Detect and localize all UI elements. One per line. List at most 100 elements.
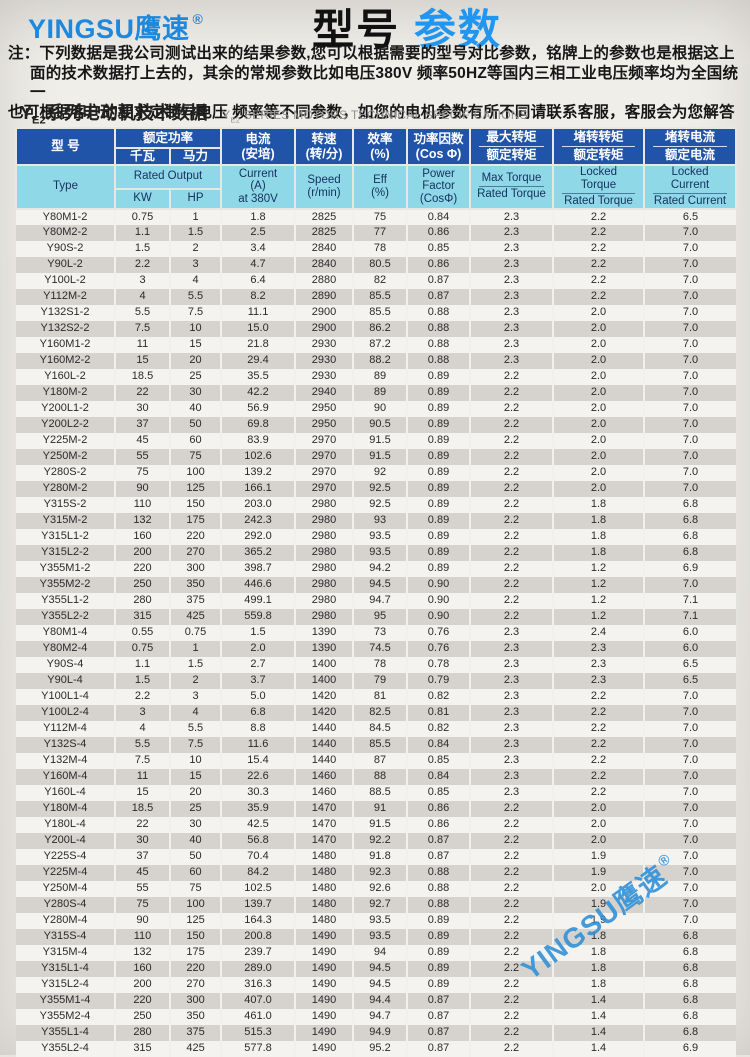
value-cell: 0.89	[407, 944, 472, 961]
value-cell: 94.5	[353, 960, 409, 977]
header-type-en: Type	[15, 164, 116, 210]
value-cell: 7.0	[682, 354, 699, 367]
value-cell: 2.2	[470, 576, 555, 593]
value-cell: 2.0	[553, 400, 646, 417]
value-cell: 2.3	[470, 256, 555, 273]
value-cell: 88	[353, 768, 409, 785]
value-cell: 15	[170, 336, 223, 353]
table-row: Y355M1-4 220 300 407.0 1490 94.4 0.87 2.2 1.4 6.8	[16, 992, 737, 1009]
value-cell: 7.0	[682, 898, 699, 911]
value-cell: 11.6	[221, 736, 297, 753]
value-cell: 56.9	[221, 400, 297, 417]
value-cell: 7.0	[682, 450, 699, 463]
value-cell: 7.0	[682, 738, 699, 751]
value-cell: 89	[353, 384, 409, 401]
value-cell: 2.3	[553, 672, 646, 689]
value-cell: 0.88	[407, 880, 472, 897]
value-cell: 20	[170, 352, 223, 369]
value-cell: 30.3	[221, 784, 297, 801]
value-cell: 6.0	[682, 626, 699, 639]
value-cell: 125	[170, 480, 223, 497]
value-cell: 1.8	[553, 528, 646, 545]
value-cell: 0.89	[407, 400, 472, 417]
value-cell: 2.2	[470, 928, 555, 945]
value-cell: 6.8	[682, 546, 699, 559]
value-cell: 70.4	[221, 848, 297, 865]
value-cell: 0.89	[407, 368, 472, 385]
value-cell: 1490	[295, 960, 355, 977]
model-cell: Y315L2-4	[16, 976, 116, 993]
value-cell: 1.5	[170, 656, 223, 673]
value-cell: 270	[170, 976, 223, 993]
value-cell: 2.2	[115, 688, 171, 705]
section-title: YE2系列电动机技术数据 YE2 SERIES MOTORS TECHNICAL…	[20, 99, 528, 127]
header-max-torque-en: Max Torque Rated Torque	[469, 164, 555, 210]
value-cell: 90.5	[353, 416, 409, 433]
header-current-zh: 电流 (安培)	[220, 127, 297, 166]
value-cell: 2.2	[553, 768, 646, 785]
value-cell: 0.88	[407, 336, 472, 353]
value-cell: 7.0	[682, 818, 699, 831]
value-cell: 0.89	[407, 912, 472, 929]
header-power-factor-zh: 功率因数 (Cos Φ)	[406, 127, 472, 166]
value-cell: 0.82	[407, 720, 472, 737]
value-cell: 2.0	[553, 832, 646, 849]
table-row: Y315L2-2 200 270 365.2 2980 93.5 0.89 2.2 1.8 6.8	[16, 544, 737, 561]
value-cell: 203.0	[221, 496, 297, 513]
model-cell: Y315M-4	[16, 944, 116, 961]
value-cell: 1.9	[553, 848, 646, 865]
value-cell: 92	[353, 464, 409, 481]
model-cell: Y225S-4	[16, 848, 116, 865]
value-cell: 1400	[295, 656, 355, 673]
value-cell: 220	[115, 560, 171, 577]
value-cell: 7.0	[682, 370, 699, 383]
value-cell: 2.4	[553, 624, 646, 641]
note-line-3: 也可根据客户的要求定制异电压 频率等不同参数，如您的电机参数有所不同请联系客服，…	[8, 103, 735, 121]
value-cell: 0.86	[407, 256, 472, 273]
table-row: Y180M-4 18.5 25 35.9 1470 91 0.86 2.2 2.0 7.0	[16, 800, 737, 817]
value-cell: 7.0	[682, 834, 699, 847]
value-cell: 0.75	[115, 640, 171, 657]
value-cell: 2.0	[553, 304, 646, 321]
value-cell: 7.0	[682, 914, 699, 927]
value-cell: 0.87	[407, 992, 472, 1009]
value-cell: 88.5	[353, 784, 409, 801]
model-cell: Y315L1-4	[16, 960, 116, 977]
value-cell: 7.0	[682, 226, 699, 239]
value-cell: 7.0	[682, 290, 699, 303]
value-cell: 93.5	[353, 544, 409, 561]
value-cell: 2.2	[553, 736, 646, 753]
value-cell: 86.2	[353, 320, 409, 337]
value-cell: 0.87	[407, 848, 472, 865]
value-cell: 7.0	[682, 274, 699, 287]
value-cell: 1.5	[170, 224, 223, 241]
value-cell: 2	[170, 240, 223, 257]
value-cell: 7.0	[682, 482, 699, 495]
model-cell: Y315L1-2	[16, 528, 116, 545]
value-cell: 0.89	[407, 512, 472, 529]
value-cell: 2825	[295, 224, 355, 241]
value-cell: 1.9	[553, 864, 646, 881]
model-cell: Y180M-2	[16, 384, 116, 401]
value-cell: 15.4	[221, 752, 297, 769]
value-cell: 2.2	[470, 896, 555, 913]
value-cell: 6.8	[682, 946, 699, 959]
value-cell: 2.2	[470, 368, 555, 385]
value-cell: 2.2	[470, 608, 555, 625]
value-cell: 2.2	[470, 464, 555, 481]
table-row: Y132S-4 5.5 7.5 11.6 1440 85.5 0.84 2.3 2.2 7.0	[16, 736, 737, 753]
table-row: Y355M2-2 250 350 446.6 2980 94.5 0.90 2.2 1.2 7.0	[16, 576, 737, 593]
value-cell: 7.0	[682, 754, 699, 767]
model-cell: Y112M-2	[16, 288, 116, 305]
value-cell: 220	[170, 528, 223, 545]
value-cell: 0.87	[407, 1008, 472, 1025]
value-cell: 2.2	[470, 960, 555, 977]
value-cell: 2.2	[553, 784, 646, 801]
value-cell: 2.3	[470, 768, 555, 785]
value-cell: 2.3	[470, 208, 555, 225]
value-cell: 2900	[295, 320, 355, 337]
value-cell: 30	[115, 400, 171, 417]
value-cell: 0.89	[407, 416, 472, 433]
table-row: Y250M-2 55 75 102.6 2970 91.5 0.89 2.2 2.0 7.0	[16, 448, 737, 465]
model-cell: Y160M1-2	[16, 336, 116, 353]
